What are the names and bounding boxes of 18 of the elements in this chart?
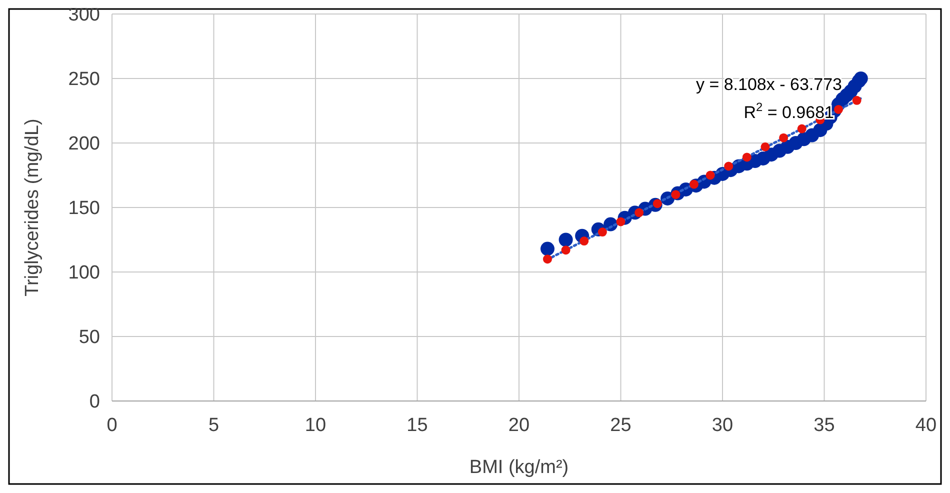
x-tick-label: 10 [304,415,326,436]
y-tick-label: 50 [78,327,100,348]
y-tick-label: 250 [68,69,100,90]
x-tick-label: 20 [508,415,530,436]
x-tick-label: 35 [814,415,835,436]
x-tick-label: 15 [406,415,428,436]
y-tick-label: 100 [68,262,100,284]
annotation: y = 8.108x - 63.773 [696,75,842,94]
x-axis-title: BMI (kg/m²) [469,457,569,478]
x-tick-label: 5 [208,415,220,436]
x-tick-label: 0 [106,415,118,436]
y-tick-label: 200 [68,134,100,155]
y-tick-label: 0 [89,392,100,413]
y-axis-title: Triglycerides (mg/dL) [22,118,43,296]
x-tick-label: 25 [610,415,632,436]
y-tick-label: 150 [68,198,100,220]
x-tick-label: 30 [712,415,734,436]
x-tick-label: 40 [915,415,937,436]
